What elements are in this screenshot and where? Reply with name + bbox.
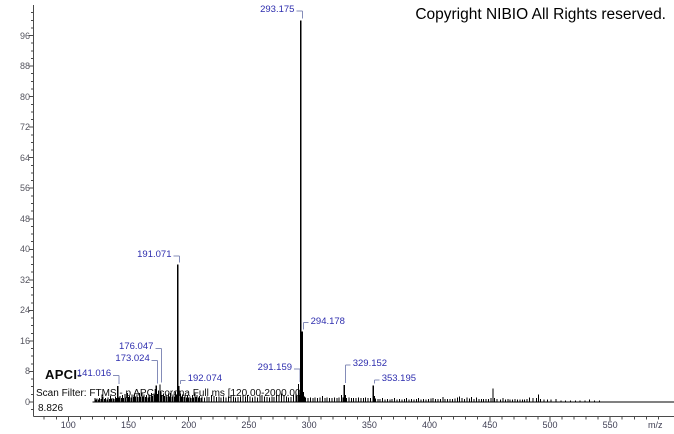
y-axis-tick-label: 32 bbox=[19, 274, 30, 285]
peak-label: 353.195 bbox=[381, 372, 417, 384]
peak-label: 191.071 bbox=[137, 248, 172, 260]
peak-label: 176.047 bbox=[119, 341, 154, 353]
peak-label: 173.024 bbox=[115, 353, 150, 365]
y-axis-tick-label: 80 bbox=[19, 91, 30, 102]
x-axis-tick-label: 500 bbox=[542, 420, 558, 430]
y-axis-tick-label: 48 bbox=[19, 213, 30, 224]
y-axis-tick-label: 24 bbox=[19, 305, 30, 316]
scan-filter-text: Scan Filter: FTMS - p APCI corona Full m… bbox=[36, 388, 304, 399]
retention-time-label: 8.826 bbox=[38, 403, 64, 414]
y-axis-tick-label: 88 bbox=[19, 61, 30, 72]
x-axis-unit-label: m/z bbox=[648, 420, 663, 430]
y-axis-tick-label: 8 bbox=[24, 366, 30, 377]
x-axis-tick-label: 100 bbox=[60, 420, 76, 430]
y-axis-tick-label: 0 bbox=[24, 397, 30, 407]
y-axis-tick-label: 96 bbox=[19, 30, 30, 41]
x-axis-tick-label: 450 bbox=[482, 420, 498, 430]
x-axis-tick-label: 350 bbox=[361, 420, 377, 430]
peak-label: 294.178 bbox=[310, 315, 345, 327]
x-axis-tick-label: 550 bbox=[602, 420, 618, 430]
y-axis-tick-label: 40 bbox=[19, 244, 30, 255]
x-axis-tick-label: 400 bbox=[422, 420, 438, 430]
x-axis-tick-label: 200 bbox=[181, 420, 197, 430]
x-axis-tick-label: 250 bbox=[241, 420, 257, 430]
x-axis-tick-label: 150 bbox=[121, 420, 137, 430]
x-axis-tick-label: 300 bbox=[301, 420, 317, 430]
y-axis-tick-label: 56 bbox=[19, 183, 30, 194]
y-axis-tick-label: 72 bbox=[19, 122, 30, 133]
peak-label: 329.152 bbox=[352, 358, 388, 370]
peak-label: 293.175 bbox=[260, 4, 295, 16]
y-axis-tick-label: 64 bbox=[19, 152, 30, 163]
peak-label: 291.159 bbox=[257, 361, 293, 373]
copyright-text: Copyright NIBIO All Rights reserved. bbox=[415, 6, 666, 23]
ionization-mode-label: APCI- bbox=[45, 367, 82, 382]
y-axis-tick-label: 16 bbox=[19, 335, 30, 346]
peak-label: 141.016 bbox=[76, 368, 112, 380]
peak-label: 192.074 bbox=[187, 373, 223, 385]
